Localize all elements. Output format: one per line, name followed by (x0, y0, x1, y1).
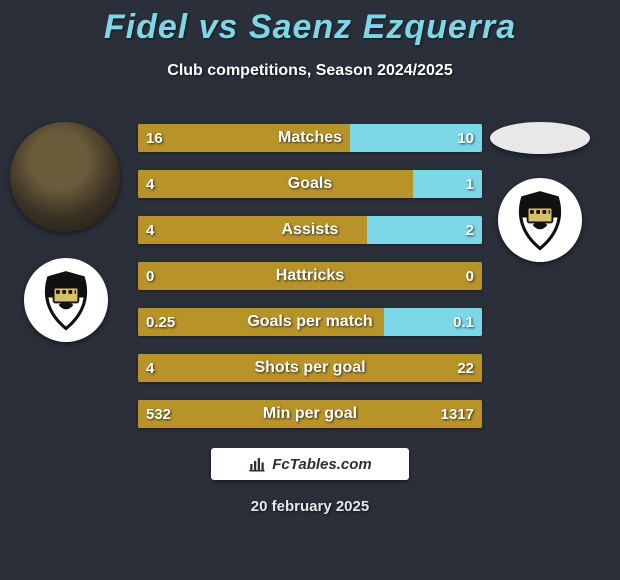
metric-bar-left (138, 124, 350, 152)
metric-bar-right (413, 170, 482, 198)
metric-bar-left (138, 216, 367, 244)
player2-avatar (490, 122, 590, 154)
metric-bar-right (367, 216, 482, 244)
metric-row: 422Shots per goal (138, 354, 482, 382)
shield-icon (35, 269, 97, 331)
metric-bar-left (138, 262, 482, 290)
shield-icon (509, 189, 571, 251)
metric-bar-left (138, 400, 482, 428)
metric-row: 5321317Min per goal (138, 400, 482, 428)
comparison-infographic: Fidel vs Saenz Ezquerra Club competition… (0, 0, 620, 580)
metric-bar-left (138, 308, 384, 336)
chart-icon (248, 455, 266, 473)
metric-row: 00Hattricks (138, 262, 482, 290)
metric-bar-right (350, 124, 482, 152)
metric-bar-left (138, 354, 482, 382)
player2-team-logo (498, 178, 582, 262)
player1-team-logo (24, 258, 108, 342)
comparison-bars: 1610Matches 41Goals 42Assists 00Hattricks 0.… (138, 124, 482, 446)
metric-row: 0.250.1Goals per match (138, 308, 482, 336)
page-subtitle: Club competitions, Season 2024/2025 (0, 62, 620, 80)
metric-bar-right (384, 308, 482, 336)
metric-row: 42Assists (138, 216, 482, 244)
source-label: FcTables.com (272, 456, 371, 473)
metric-bar-left (138, 170, 413, 198)
player1-avatar (10, 122, 120, 232)
footer-date: 20 february 2025 (0, 498, 620, 515)
metric-row: 41Goals (138, 170, 482, 198)
source-badge: FcTables.com (211, 448, 409, 480)
page-title: Fidel vs Saenz Ezquerra (0, 8, 620, 47)
metric-row: 1610Matches (138, 124, 482, 152)
